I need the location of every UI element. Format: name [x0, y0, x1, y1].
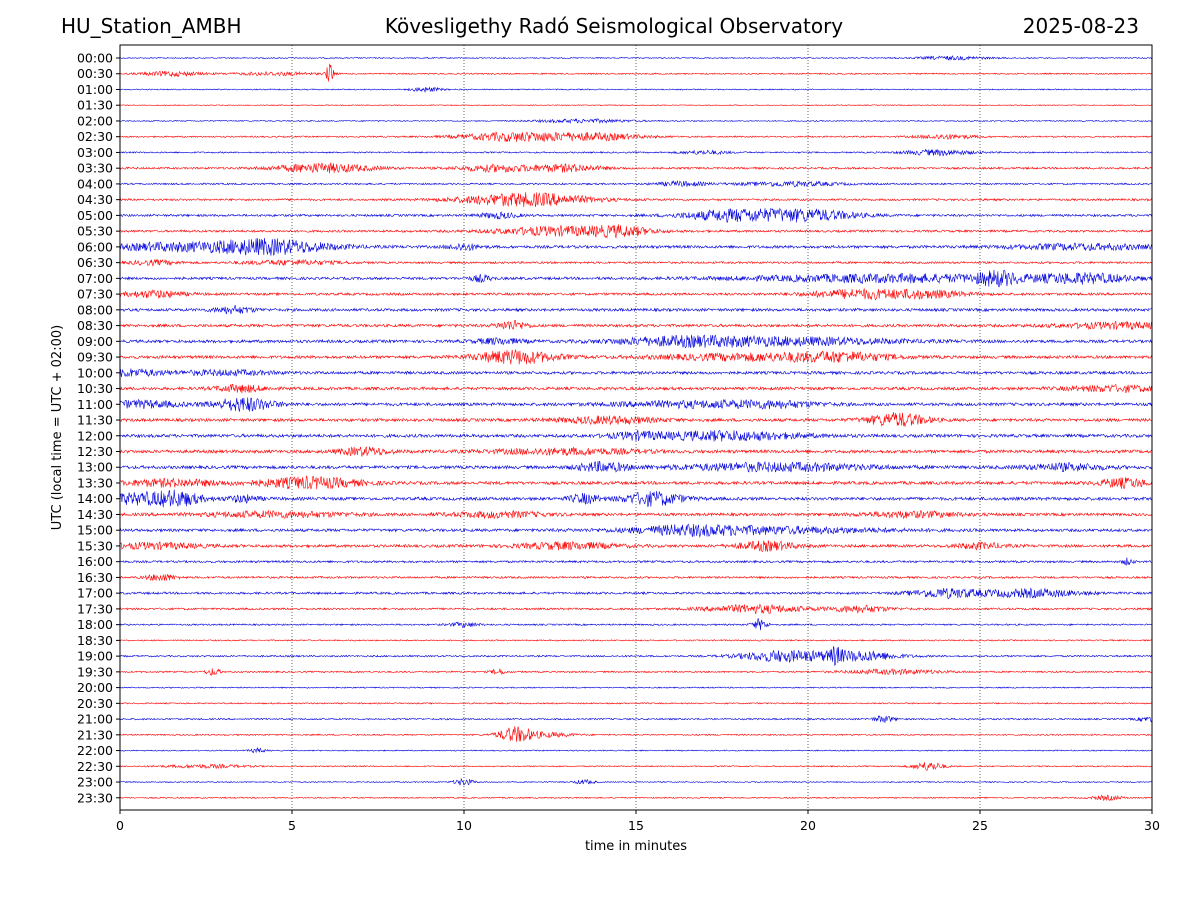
trace-23:00 — [119, 777, 1153, 786]
y-tick-label: 21:00 — [77, 712, 113, 727]
trace-16:30 — [119, 573, 1153, 582]
trace-12:30 — [119, 446, 1153, 457]
trace-group — [119, 55, 1153, 802]
plot-date: 2025-08-23 — [1022, 14, 1139, 38]
y-tick-label: 07:30 — [77, 287, 113, 302]
y-tick-label: 01:30 — [77, 98, 113, 113]
trace-13:00 — [119, 460, 1153, 473]
y-tick-label: 05:30 — [77, 224, 113, 239]
y-tick-label: 12:00 — [77, 428, 113, 443]
trace-01:00 — [119, 86, 1153, 93]
y-tick-label: 13:30 — [77, 475, 113, 490]
y-tick-label: 20:30 — [77, 696, 113, 711]
y-tick-label: 12:30 — [77, 444, 113, 459]
y-tick-label: 23:30 — [77, 790, 113, 805]
trace-06:30 — [119, 258, 1153, 267]
y-tick-label: 19:30 — [77, 664, 113, 679]
x-tick-label: 25 — [972, 818, 988, 833]
trace-09:30 — [119, 348, 1153, 365]
y-tick-label: 08:00 — [77, 302, 113, 317]
y-tick-label: 00:30 — [77, 66, 113, 81]
y-tick-label: 10:30 — [77, 381, 113, 396]
trace-20:30 — [119, 702, 1153, 705]
y-tick-label: 03:30 — [77, 161, 113, 176]
trace-10:30 — [119, 383, 1153, 394]
x-tick-label: 30 — [1144, 818, 1160, 833]
y-tick-label: 11:00 — [77, 397, 113, 412]
y-tick-label: 21:30 — [77, 727, 113, 742]
y-tick-label: 15:00 — [77, 523, 113, 538]
trace-21:30 — [119, 726, 1153, 742]
trace-15:00 — [119, 523, 1153, 538]
y-tick-label: 11:30 — [77, 413, 113, 428]
station-name: HU_Station_AMBH — [61, 14, 242, 38]
x-tick-label: 15 — [628, 818, 644, 833]
y-tick-label: 01:00 — [77, 82, 113, 97]
vertical-grid — [291, 45, 981, 810]
trace-02:30 — [119, 131, 1153, 142]
x-tick-label: 10 — [456, 818, 472, 833]
x-tick-label: 5 — [288, 818, 296, 833]
y-tick-label: 06:00 — [77, 239, 113, 254]
y-tick-label: 18:30 — [77, 633, 113, 648]
trace-04:30 — [119, 192, 1153, 208]
x-tick-label: 0 — [116, 818, 124, 833]
x-axis-label: time in minutes — [585, 839, 687, 854]
y-tick-label: 13:00 — [77, 460, 113, 475]
y-tick-label: 15:30 — [77, 538, 113, 553]
y-tick-label: 02:00 — [77, 113, 113, 128]
trace-07:00 — [119, 269, 1153, 288]
trace-06:00 — [119, 238, 1153, 256]
y-tick-label: 02:30 — [77, 129, 113, 144]
y-tick-label: 09:00 — [77, 334, 113, 349]
y-tick-label: 10:00 — [77, 365, 113, 380]
trace-14:30 — [119, 509, 1153, 520]
y-tick-label: 08:30 — [77, 318, 113, 333]
y-tick-label: 07:00 — [77, 271, 113, 286]
y-tick-label: 09:30 — [77, 350, 113, 365]
y-tick-label: 22:30 — [77, 759, 113, 774]
y-tick-label: 14:00 — [77, 491, 113, 506]
y-tick-label: 06:30 — [77, 255, 113, 270]
trace-19:30 — [119, 668, 1153, 676]
y-axis-label: UTC (local time = UTC + 02:00) — [50, 325, 65, 530]
observatory-title: Kövesligethy Radó Seismological Observat… — [384, 14, 844, 38]
y-tick-label: 17:00 — [77, 586, 113, 601]
y-tick-label: 19:00 — [77, 649, 113, 664]
trace-11:30 — [119, 412, 1153, 427]
y-tick-label: 14:30 — [77, 507, 113, 522]
y-tick-label: 00:00 — [77, 51, 113, 66]
y-tick-label: 17:30 — [77, 601, 113, 616]
y-tick-label: 16:00 — [77, 554, 113, 569]
x-tick-label: 20 — [800, 818, 816, 833]
y-tick-label: 04:00 — [77, 176, 113, 191]
y-tick-label: 18:00 — [77, 617, 113, 632]
y-ticks: 00:0000:3001:0001:3002:0002:3003:0003:30… — [77, 51, 120, 805]
trace-13:30 — [119, 475, 1153, 490]
y-tick-label: 20:00 — [77, 680, 113, 695]
y-tick-label: 16:30 — [77, 570, 113, 585]
y-tick-label: 04:30 — [77, 192, 113, 207]
trace-17:00 — [119, 587, 1153, 600]
x-ticks: 0 5 10 15 20 25 30 — [116, 810, 1160, 833]
y-tick-label: 05:00 — [77, 208, 113, 223]
trace-03:00 — [119, 148, 1153, 157]
trace-21:00 — [119, 715, 1153, 723]
trace-22:30 — [119, 762, 1153, 771]
y-tick-label: 23:00 — [77, 775, 113, 790]
y-tick-label: 22:00 — [77, 743, 113, 758]
trace-19:00 — [119, 645, 1153, 666]
y-tick-label: 03:00 — [77, 145, 113, 160]
trace-00:00 — [119, 55, 1153, 61]
trace-18:30 — [119, 639, 1153, 642]
